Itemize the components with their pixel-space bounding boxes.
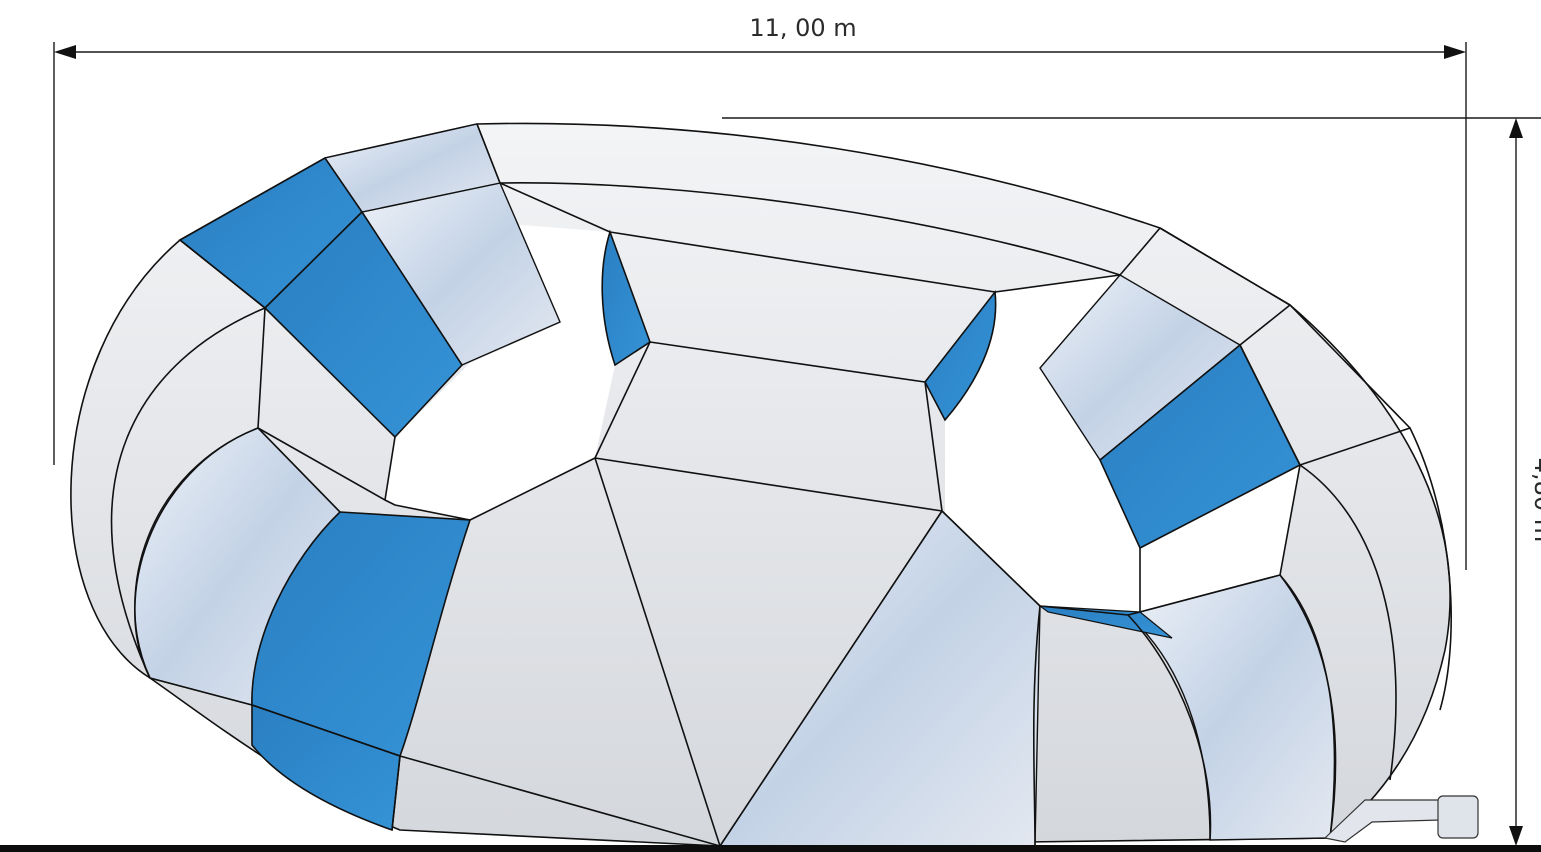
blue-strip-right xyxy=(1038,605,1173,639)
height-label: 4,80 m xyxy=(1529,458,1541,542)
seam-right-ring xyxy=(1127,427,1452,841)
blue-panel-center-left xyxy=(601,229,651,367)
width-label: 11, 00 m xyxy=(749,14,856,42)
height-dimension: 4,80 m xyxy=(722,117,1541,846)
arrow-down-icon xyxy=(1509,826,1523,846)
arrow-up-icon xyxy=(1509,118,1523,138)
seam-front-right xyxy=(1032,605,1041,847)
inlet-valve-icon xyxy=(1437,795,1479,839)
left-opening xyxy=(360,183,615,520)
seam-center-front xyxy=(469,457,1041,847)
seam-left-inner xyxy=(257,427,471,521)
blue-panel-center-right xyxy=(924,289,997,422)
seam-left-ring xyxy=(110,239,341,679)
seam-top-back xyxy=(1159,227,1411,466)
blue-panel-top-left-inner xyxy=(263,210,464,439)
width-dimension: 11, 00 m xyxy=(53,14,1467,570)
seam-top-center xyxy=(499,182,1121,293)
inflation-inlet xyxy=(1323,795,1479,843)
arrow-left-icon xyxy=(54,45,76,59)
seam-bottom-left xyxy=(149,677,721,847)
seam-outer-ring xyxy=(476,123,1161,276)
arrow-right-icon xyxy=(1444,45,1466,59)
inflatable-body xyxy=(70,122,1452,847)
ground-line xyxy=(0,845,1541,852)
seam-bottom-right xyxy=(1039,464,1301,616)
